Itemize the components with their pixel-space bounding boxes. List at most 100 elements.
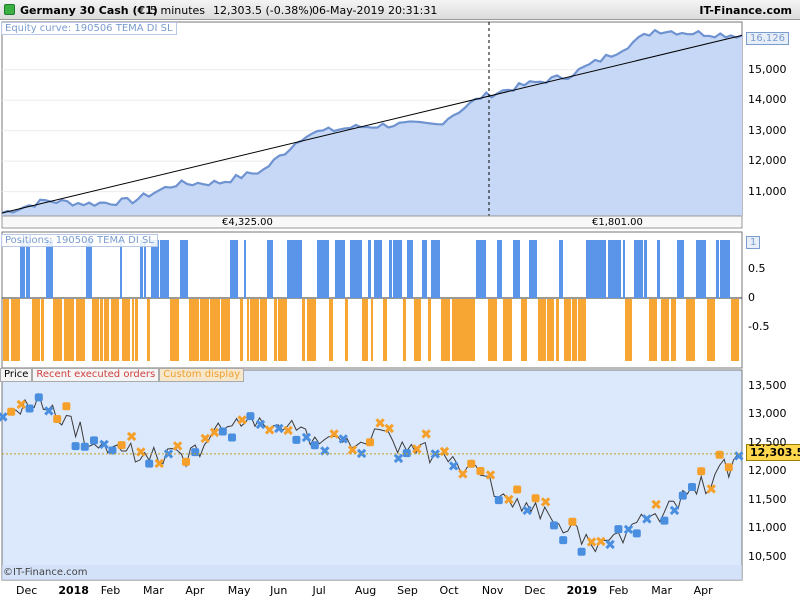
buy-marker: ✖: [337, 432, 349, 448]
position-long-bar: [644, 240, 647, 298]
sell-marker: ✖: [264, 423, 276, 439]
sell-marker: [531, 494, 540, 503]
buy-marker: [34, 393, 43, 402]
sell-marker: ✖: [126, 430, 138, 446]
position-long-bar: [529, 240, 537, 298]
sell-marker: [715, 450, 724, 459]
equity-y-tick: 11,000: [748, 184, 787, 198]
buy-marker: ✖: [623, 523, 635, 539]
sell-marker: ✖: [209, 426, 221, 442]
position-long-bar: [476, 240, 486, 298]
buy-marker: [228, 433, 236, 442]
position-long-bar: [601, 240, 606, 298]
position-short-bar: [32, 299, 40, 361]
profit-left: €4,325.00: [222, 217, 273, 228]
instrument-name[interactable]: Germany 30 Cash (€1): [20, 4, 158, 17]
price-y-tick: 10,500: [748, 549, 787, 563]
equity-y-tick: 13,000: [748, 123, 787, 137]
sell-marker: ✖: [15, 397, 27, 413]
sell-marker: ✖: [503, 493, 515, 509]
buy-marker: ✖: [733, 449, 745, 465]
position-long-bar: [317, 240, 320, 298]
x-axis-tick: Mar: [651, 584, 673, 597]
sell-marker: [513, 485, 522, 494]
position-short-bar: [3, 299, 9, 361]
sell-marker: ✖: [236, 413, 248, 429]
position-short-bar: [307, 299, 316, 361]
position-short-bar: [64, 299, 74, 361]
position-long-bar: [230, 240, 238, 298]
price-y-tick: 11,000: [748, 521, 787, 535]
positions-panel-label[interactable]: Positions: 190506 TEMA DI SL: [1, 234, 158, 247]
equity-y-tick: 15,000: [748, 62, 787, 76]
position-short-bar: [250, 299, 259, 361]
positions-y-tick: -0.5: [748, 320, 770, 333]
buy-marker: [80, 442, 89, 451]
chart-canvas[interactable]: ✖✖ ✖✖ ✖✖✖✖✖ ✖✖✖ ✖✖✖✖ ✖✖✖✖✖✖✖✖✖✖✖✖✖✖✖ ✖✖✖✖✖✖✖✖✖…: [0, 20, 800, 600]
x-axis-tick: Dec: [16, 584, 38, 597]
tab-custom-display[interactable]: Custom display: [159, 368, 245, 382]
sell-marker: ✖: [172, 439, 184, 455]
position-long-bar: [586, 240, 595, 298]
position-long-bar: [180, 240, 188, 298]
position-long-bar: [46, 240, 53, 298]
sell-marker: ✖: [586, 535, 598, 551]
sell-marker: [366, 438, 374, 447]
position-short-bar: [686, 299, 689, 361]
tab-recent-orders[interactable]: Recent executed orders: [32, 368, 160, 382]
buy-marker: [559, 536, 568, 545]
buy-marker: ✖: [641, 512, 653, 528]
price-y-tick: 12,000: [748, 464, 787, 478]
buy-marker: ✖: [163, 447, 175, 463]
position-short-bar: [403, 299, 406, 361]
price-y-tick: 11,500: [748, 492, 787, 506]
sell-marker: [117, 441, 126, 450]
x-axis-tick: Oct: [439, 584, 459, 597]
buy-marker: [494, 496, 503, 505]
datetime: 06-May-2019 20:31:31: [312, 4, 438, 17]
orders-strip: [2, 565, 742, 580]
buy-marker: [246, 412, 255, 421]
position-short-bar: [661, 299, 669, 361]
equity-y-tick: 12,000: [748, 154, 787, 168]
position-long-bar: [613, 240, 621, 298]
position-long-bar: [356, 240, 360, 298]
position-short-bar: [521, 299, 527, 361]
sell-marker: ✖: [153, 456, 165, 472]
buy-marker: [310, 441, 319, 450]
sell-marker: ✖: [328, 427, 340, 443]
timeframe[interactable]: 5 minutes: [150, 4, 206, 17]
position-long-bar: [350, 240, 356, 298]
buy-marker: [25, 404, 34, 413]
x-axis-tick: Feb: [608, 584, 629, 597]
position-short-bar: [362, 299, 368, 361]
positions-value-badge: 1: [746, 236, 761, 249]
position-long-bar: [513, 240, 520, 298]
x-axis-tick: Jul: [312, 584, 326, 597]
sell-marker: ✖: [705, 482, 717, 498]
positions-y-tick: 0.5: [748, 262, 766, 275]
x-axis-tick: 2019: [566, 584, 598, 597]
position-long-bar: [677, 240, 684, 298]
position-short-bar: [538, 299, 546, 361]
position-short-bar: [671, 299, 676, 361]
tab-price[interactable]: Price: [0, 368, 33, 382]
position-short-bar: [122, 299, 130, 361]
position-long-bar: [144, 240, 146, 298]
equity-panel-label[interactable]: Equity curve: 190506 TEMA DI SL: [1, 22, 177, 35]
sell-marker: ✖: [650, 497, 662, 513]
position-short-bar: [11, 299, 20, 361]
sell-marker: ✖: [420, 427, 432, 443]
sell-marker: ✖: [439, 445, 451, 461]
sell-marker: [467, 459, 476, 468]
x-axis-tick: Sep: [397, 584, 418, 597]
price-panel-tabs: Price Recent executed orders Custom disp…: [0, 368, 245, 382]
equity-line: [1, 28, 743, 215]
position-long-bar: [374, 240, 382, 298]
profit-right: €1,801.00: [592, 217, 643, 228]
sell-marker: [476, 467, 485, 476]
last-price-badge: 12,303.5: [746, 444, 800, 461]
x-axis-tick: May: [227, 584, 251, 597]
position-long-bar: [267, 240, 273, 298]
position-short-bar: [135, 299, 138, 361]
